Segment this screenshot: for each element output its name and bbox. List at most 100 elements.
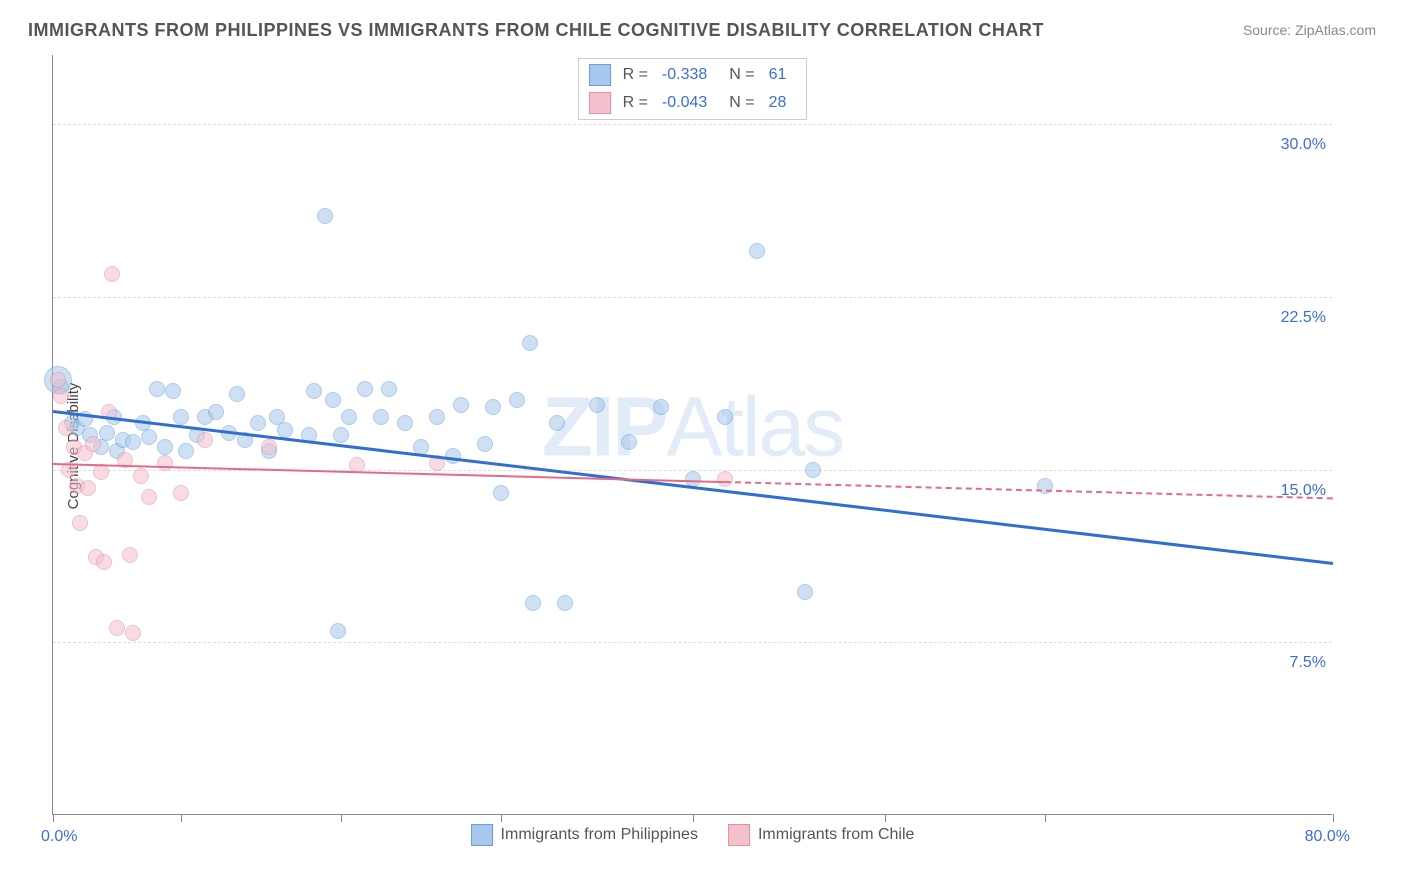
scatter-point <box>493 485 509 501</box>
x-axis-min-label: 0.0% <box>41 828 77 846</box>
legend-swatch <box>589 92 611 114</box>
x-tick <box>53 814 54 822</box>
scatter-point <box>50 372 66 388</box>
scatter-point <box>141 489 157 505</box>
scatter-point <box>653 399 669 415</box>
legend-stats: R = -0.338 N = 61 R = -0.043 N = 28 <box>578 58 808 120</box>
scatter-point <box>261 439 277 455</box>
legend-stat-row: R = -0.043 N = 28 <box>589 89 797 117</box>
scatter-point <box>429 409 445 425</box>
scatter-point <box>306 383 322 399</box>
r-label: R = <box>623 61 648 89</box>
gridline <box>53 642 1332 643</box>
x-tick <box>341 814 342 822</box>
scatter-point <box>250 415 266 431</box>
n-label: N = <box>729 61 754 89</box>
scatter-point <box>453 397 469 413</box>
r-value: -0.338 <box>662 61 707 89</box>
scatter-point <box>477 436 493 452</box>
scatter-point <box>330 623 346 639</box>
scatter-point <box>173 409 189 425</box>
x-tick <box>1045 814 1046 822</box>
scatter-point <box>197 432 213 448</box>
scatter-point <box>80 480 96 496</box>
r-label: R = <box>623 89 648 117</box>
chart-title: IMMIGRANTS FROM PHILIPPINES VS IMMIGRANT… <box>28 20 1044 41</box>
x-tick <box>1333 814 1334 822</box>
scatter-point <box>325 392 341 408</box>
scatter-point <box>397 415 413 431</box>
scatter-point <box>485 399 501 415</box>
legend-series-label: Immigrants from Philippines <box>501 826 698 844</box>
scatter-point <box>173 485 189 501</box>
y-tick-label: 30.0% <box>1281 136 1326 154</box>
legend-swatch <box>589 64 611 86</box>
r-value: -0.043 <box>662 89 707 117</box>
scatter-point <box>125 434 141 450</box>
scatter-point <box>589 397 605 413</box>
scatter-point <box>549 415 565 431</box>
source-label: Source: ZipAtlas.com <box>1243 22 1376 38</box>
scatter-point <box>317 208 333 224</box>
scatter-point <box>621 434 637 450</box>
legend-series-item: Immigrants from Chile <box>728 824 914 846</box>
scatter-point <box>104 266 120 282</box>
scatter-point <box>157 439 173 455</box>
scatter-point <box>85 436 101 452</box>
scatter-point <box>445 448 461 464</box>
scatter-point <box>522 335 538 351</box>
watermark: ZIPAtlas <box>542 378 843 475</box>
trend-line <box>53 463 725 483</box>
scatter-point <box>141 429 157 445</box>
scatter-point <box>509 392 525 408</box>
scatter-point <box>58 420 74 436</box>
scatter-point <box>53 388 69 404</box>
scatter-point <box>717 409 733 425</box>
chart-container: IMMIGRANTS FROM PHILIPPINES VS IMMIGRANT… <box>0 0 1406 892</box>
x-tick <box>693 814 694 822</box>
scatter-point <box>157 455 173 471</box>
scatter-point <box>99 425 115 441</box>
trend-line <box>53 410 1333 565</box>
scatter-point <box>749 243 765 259</box>
scatter-point <box>125 625 141 641</box>
trend-line <box>725 481 1333 499</box>
scatter-point <box>109 620 125 636</box>
scatter-point <box>133 468 149 484</box>
watermark-light: Atlas <box>666 379 843 473</box>
x-tick <box>885 814 886 822</box>
x-axis-max-label: 80.0% <box>1305 828 1350 846</box>
scatter-point <box>333 427 349 443</box>
n-value: 28 <box>769 89 787 117</box>
scatter-point <box>208 404 224 420</box>
scatter-point <box>165 383 181 399</box>
scatter-point <box>557 595 573 611</box>
scatter-point <box>72 515 88 531</box>
gridline <box>53 297 1332 298</box>
scatter-point <box>357 381 373 397</box>
x-tick <box>181 814 182 822</box>
legend-stat-row: R = -0.338 N = 61 <box>589 61 797 89</box>
scatter-point <box>122 547 138 563</box>
scatter-point <box>717 471 733 487</box>
y-tick-label: 7.5% <box>1290 654 1326 672</box>
scatter-point <box>149 381 165 397</box>
legend-swatch <box>728 824 750 846</box>
scatter-point <box>341 409 357 425</box>
n-value: 61 <box>769 61 787 89</box>
gridline <box>53 124 1332 125</box>
legend-series-label: Immigrants from Chile <box>758 826 914 844</box>
legend-series-item: Immigrants from Philippines <box>471 824 698 846</box>
n-label: N = <box>729 89 754 117</box>
scatter-point <box>525 595 541 611</box>
scatter-point <box>178 443 194 459</box>
legend-series: Immigrants from Philippines Immigrants fr… <box>471 824 915 846</box>
scatter-point <box>229 386 245 402</box>
y-tick-label: 22.5% <box>1281 309 1326 327</box>
scatter-point <box>381 381 397 397</box>
legend-swatch <box>471 824 493 846</box>
scatter-point <box>805 462 821 478</box>
plot-area: ZIPAtlas R =-0.338N =61R =-0.043N =28 Im… <box>52 55 1332 815</box>
x-tick <box>501 814 502 822</box>
scatter-point <box>797 584 813 600</box>
